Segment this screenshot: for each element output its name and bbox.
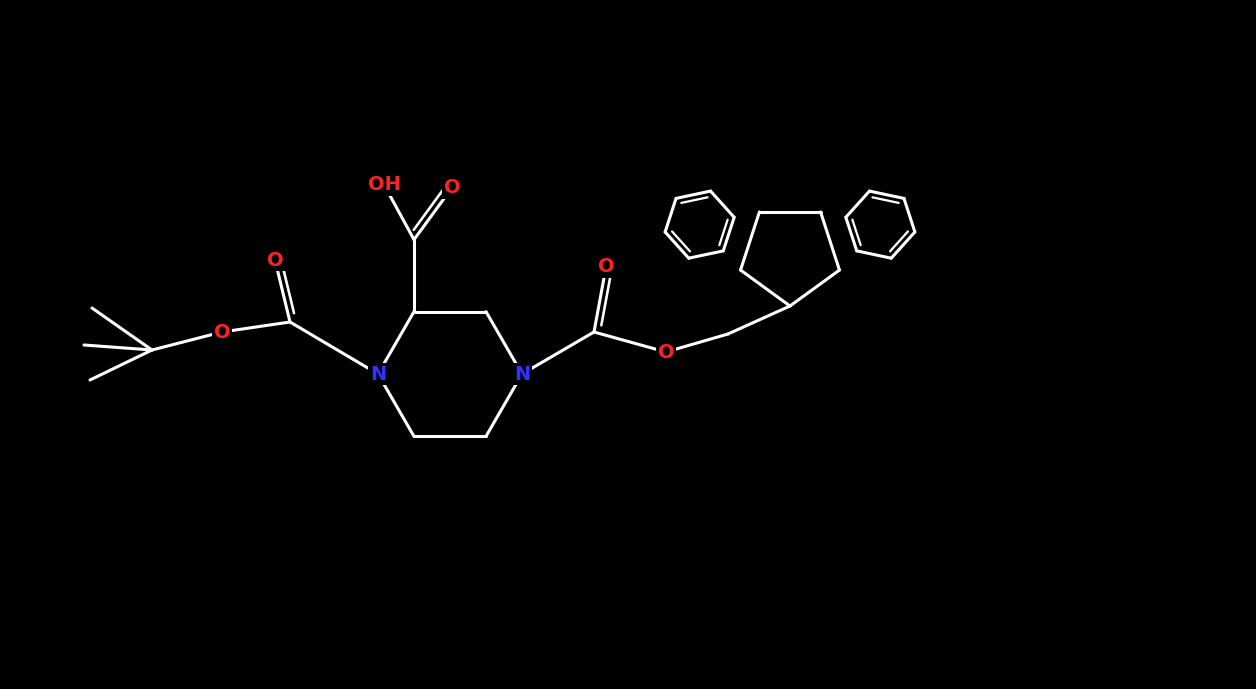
Text: O: O [266,251,284,269]
Text: O: O [443,178,460,197]
Text: N: N [369,364,386,384]
Text: O: O [658,342,674,362]
Text: O: O [214,322,230,342]
Text: N: N [514,364,530,384]
Text: O: O [598,258,614,276]
Text: OH: OH [368,175,401,194]
